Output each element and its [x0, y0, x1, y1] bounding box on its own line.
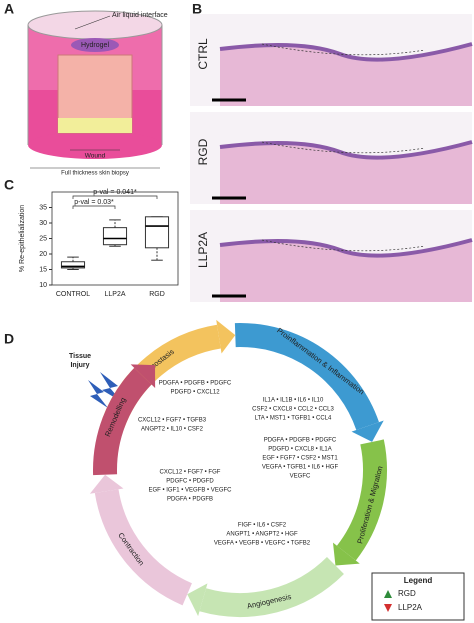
wound-edge — [261, 43, 426, 56]
cycle-arrowhead — [187, 583, 208, 617]
y-tick-label: 10 — [39, 282, 47, 289]
significance-bracket — [72, 195, 158, 199]
gene-list: PDGFA • PDGFB • PDGFC — [159, 381, 232, 387]
annotation: Wound — [85, 153, 106, 160]
gene-list: EGF • IGF1 • VEGFB • VEGFC — [149, 488, 233, 494]
gene-list: PDGFA • PDGFB — [167, 497, 213, 503]
y-tick-label: 15 — [39, 266, 47, 273]
tissue-injury: Injury — [70, 362, 89, 369]
legend-label: RGD — [398, 589, 416, 598]
gene-list: PDGFC • PDGFD — [166, 479, 214, 485]
lightning-icon — [88, 380, 108, 408]
annotation: Full thickness skin biopsy — [61, 171, 129, 177]
gene-list: EGF • FGF7 • CSF2 • MST1 — [262, 456, 338, 462]
lightning-icon — [100, 372, 122, 402]
legend-label: LLP2A — [398, 603, 423, 612]
box — [60, 261, 86, 269]
epidermis — [219, 42, 473, 62]
cycle-arrowhead — [89, 474, 124, 494]
cycle-arrowhead — [216, 319, 236, 354]
cycle-arc — [199, 556, 344, 617]
box-plot: 10 15 20 25 30 35 % Re-epithelialization CONTRO… — [19, 189, 179, 298]
annotation: p-val = 0.03* — [74, 199, 114, 206]
legend: RGD LLP2A — [384, 589, 423, 612]
panel-label: B — [192, 1, 202, 17]
annotation: p-val = 0.041* — [93, 189, 137, 196]
cycle-arc — [234, 323, 379, 431]
box — [102, 227, 128, 246]
gene-list: ANGPT2 • IL10 • CSF2 — [141, 427, 204, 433]
row-label: LLP2A — [196, 232, 210, 268]
cycle-arrowhead — [351, 420, 384, 442]
gene-list: ANGPT1 • ANGPT2 • HGF — [226, 532, 298, 538]
legend-title: Legend — [404, 576, 433, 585]
tissue — [220, 142, 472, 204]
gene-list: IL1A • IL1B • IL6 • IL10 — [263, 398, 324, 404]
gene-list: VEGFA • TGFB1 • IL6 • HGF — [262, 465, 339, 471]
pointer — [74, 15, 111, 30]
y-tick-label: 35 — [39, 204, 47, 211]
gene-list: VEGFA • VEGFB • VEGFC • TGFB2 — [214, 541, 311, 547]
cycle-arrowhead — [332, 542, 360, 566]
tissue-injury: Tissue — [69, 353, 91, 360]
fat-layer — [58, 118, 132, 133]
x-tick-label: LLP2A — [104, 291, 125, 298]
gene-list: PDGFD • CXCL12 — [170, 390, 220, 396]
gene-list: CSF2 • CXCL8 • CCL2 • CCL3 — [252, 407, 334, 413]
y-tick-label: 30 — [39, 220, 47, 227]
annotation: Hydrogel — [81, 42, 109, 49]
panel-label: C — [4, 177, 14, 193]
wound-edge — [261, 239, 426, 252]
cycle-arc — [336, 439, 387, 561]
y-tick-label: 25 — [39, 235, 47, 242]
x-tick-label: RGD — [149, 291, 165, 298]
significance-bracket — [72, 205, 116, 209]
panel-label: D — [4, 331, 14, 347]
gene-list: LTA • MST1 • TGFB1 • CCL4 — [255, 416, 332, 422]
gene-list: VEGFC — [290, 474, 311, 480]
cycle-arc — [93, 367, 152, 476]
box — [144, 216, 170, 249]
legend-marker — [384, 590, 392, 598]
epidermis — [219, 140, 473, 160]
gene-list: PDGFD • CXCL8 • IL1A — [268, 447, 332, 453]
stage-label: Proinflammation & Inflammation — [275, 326, 366, 396]
legend-marker — [384, 604, 392, 612]
y-axis-label: % Re-epithelialization — [19, 205, 26, 272]
tissue — [220, 240, 472, 302]
gene-list: CXCL12 • FGF7 • FGF — [160, 470, 221, 476]
row-label: CTRL — [196, 38, 210, 70]
gene-list: PDGFA • PDGFB • PDGFC — [264, 438, 337, 444]
hydrogel-shape — [71, 38, 119, 52]
biopsy-diagram — [27, 10, 163, 169]
gene-list: CXCL12 • FGF7 • TGFB3 — [138, 418, 207, 424]
annotation: Air liquid interface — [112, 12, 168, 19]
well-bottom — [28, 131, 162, 159]
cycle-arc — [94, 488, 193, 606]
y-tick-label: 20 — [39, 251, 47, 258]
epidermis — [219, 238, 473, 258]
cycle-arrowhead — [130, 364, 156, 389]
panel-label: A — [4, 1, 14, 17]
histology-images: CTRL RGD LLP2A — [190, 14, 473, 302]
gene-list: FIGF • IL6 • CSF2 — [238, 523, 287, 529]
row-label: RGD — [196, 138, 210, 165]
x-tick-label: CONTROL — [56, 291, 90, 298]
wound-edge — [261, 141, 426, 154]
tissue — [220, 44, 472, 106]
